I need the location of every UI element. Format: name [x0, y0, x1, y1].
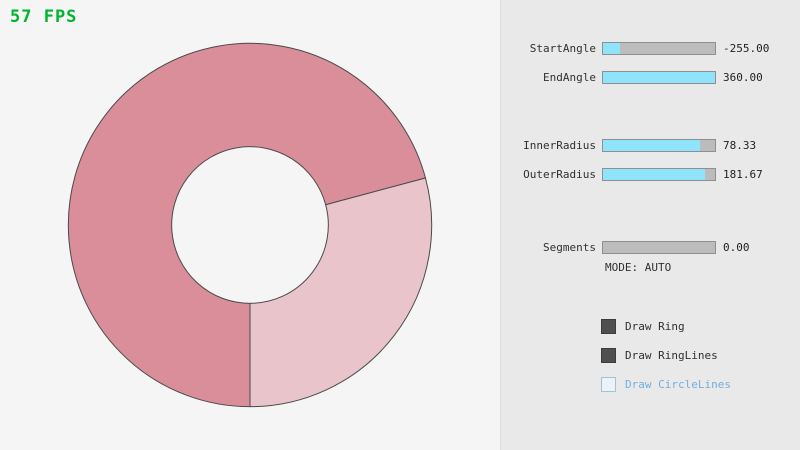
slider-track[interactable]: [602, 139, 716, 152]
slider-fill: [603, 140, 701, 151]
checkbox[interactable]: [601, 347, 616, 363]
checkbox-row-draw-ring: Draw Ring: [601, 318, 685, 334]
slider-label: EndAngle: [543, 71, 596, 84]
slider-fill: [603, 43, 620, 54]
slider-track[interactable]: [602, 71, 716, 84]
render-canvas: 57 FPS: [10, 7, 433, 408]
donut-chart: [67, 42, 433, 408]
slider-row-end-angle: EndAngle 360.00: [501, 70, 800, 85]
slider-row-start-angle: StartAngle -255.00: [501, 41, 800, 56]
slider-track[interactable]: [602, 241, 716, 254]
slider-fill: [603, 169, 705, 180]
ring-segment-light: [249, 177, 433, 408]
slider-value: 181.67: [723, 168, 763, 181]
slider-label: InnerRadius: [523, 139, 596, 152]
checkbox-label[interactable]: Draw CircleLines: [625, 377, 731, 391]
slider-fill: [603, 72, 715, 83]
slider-label: Segments: [543, 241, 596, 254]
ring-segment-dark: [67, 42, 427, 408]
checkbox-row-draw-ringlines: Draw RingLines: [601, 347, 718, 363]
slider-row-outer-radius: OuterRadius 181.67: [501, 167, 800, 182]
slider-track[interactable]: [602, 168, 716, 181]
checkbox-label[interactable]: Draw Ring: [625, 319, 685, 333]
slider-track[interactable]: [602, 42, 716, 55]
slider-label: OuterRadius: [523, 168, 596, 181]
slider-row-inner-radius: InnerRadius 78.33: [501, 138, 800, 153]
checkbox[interactable]: [601, 318, 616, 334]
checkbox-label[interactable]: Draw RingLines: [625, 348, 718, 362]
slider-label: StartAngle: [529, 42, 596, 55]
fps-counter: 57 FPS: [10, 7, 78, 27]
checkbox-row-draw-circlelines: Draw CircleLines: [601, 376, 731, 392]
slider-row-segments: Segments 0.00: [501, 240, 800, 255]
mode-label: MODE: AUTO: [605, 261, 672, 274]
slider-value: 0.00: [723, 241, 750, 254]
control-panel: StartAngle -255.00 EndAngle 360.00 Inner…: [500, 0, 800, 450]
checkbox[interactable]: [601, 376, 616, 392]
slider-value: 360.00: [723, 71, 763, 84]
slider-value: -255.00: [723, 42, 770, 55]
slider-value: 78.33: [723, 139, 757, 152]
